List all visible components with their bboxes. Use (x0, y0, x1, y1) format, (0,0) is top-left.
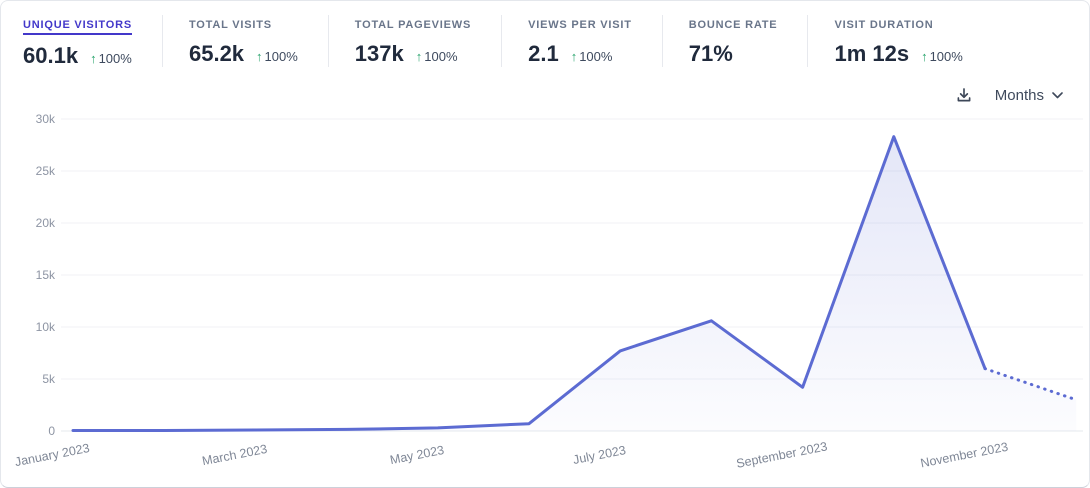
metric-value: 137k (354, 41, 404, 66)
metric-visit-duration[interactable]: VISIT DURATION 1m 12s ↑ 100% (807, 15, 992, 67)
up-arrow-icon: ↑ (415, 49, 423, 64)
metric-label: BOUNCE RATE (688, 19, 778, 31)
download-button[interactable] (955, 86, 973, 104)
svg-text:November 2023: November 2023 (919, 440, 1009, 471)
svg-text:25k: 25k (36, 164, 56, 178)
metric-value: 2.1 (528, 41, 559, 66)
metric-unique-visitors[interactable]: UNIQUE VISITORS 60.1k ↑ 100% (23, 15, 162, 69)
change-percent: 100% (424, 49, 458, 64)
metric-label: UNIQUE VISITORS (23, 19, 132, 35)
metric-total-pageviews[interactable]: TOTAL PAGEVIEWS 137k ↑ 100% (327, 15, 501, 67)
metric-value: 60.1k (23, 43, 79, 68)
chevron-down-icon (1052, 91, 1063, 98)
metric-value: 1m 12s (834, 41, 910, 66)
up-arrow-icon: ↑ (921, 49, 928, 64)
metric-total-visits[interactable]: TOTAL VISITS 65.2k ↑ 100% (161, 15, 328, 67)
svg-text:May 2023: May 2023 (389, 443, 446, 467)
svg-text:July 2023: July 2023 (572, 443, 627, 467)
interval-dropdown[interactable]: Months (995, 87, 1063, 104)
metric-label: VISIT DURATION (834, 19, 934, 31)
change-percent: 100% (264, 49, 298, 64)
svg-text:September 2023: September 2023 (735, 439, 828, 470)
change-percent: 100% (929, 49, 963, 64)
svg-text:5k: 5k (42, 372, 56, 386)
up-arrow-icon: ↑ (90, 51, 97, 66)
up-arrow-icon: ↑ (256, 49, 263, 64)
chart-area: 0 5k 10k 15k 20k 25k 30k January 2023 March 2023… (1, 105, 1089, 488)
chart-toolbar: Months (1, 69, 1089, 105)
svg-text:January 2023: January 2023 (14, 441, 91, 469)
metric-label: TOTAL PAGEVIEWS (354, 19, 472, 31)
metric-value: 65.2k (188, 41, 245, 66)
metric-change: ↑ 100% (256, 49, 298, 64)
download-icon (957, 88, 971, 102)
interval-label: Months (994, 86, 1044, 104)
metric-change: ↑ 100% (571, 49, 613, 64)
svg-text:30k: 30k (36, 112, 56, 126)
metric-change: ↑ 100% (921, 49, 963, 64)
svg-text:15k: 15k (36, 268, 56, 282)
change-percent: 100% (98, 51, 132, 66)
metric-value: 71% (688, 41, 733, 66)
metric-label: TOTAL VISITS (188, 19, 272, 31)
metric-change: ↑ 100% (90, 51, 132, 66)
svg-text:10k: 10k (36, 320, 56, 334)
metric-change: ↑ 100% (416, 49, 458, 64)
top-stats-bar: UNIQUE VISITORS 60.1k ↑ 100% TOTAL VISITS… (1, 1, 1089, 69)
visitors-chart[interactable]: 0 5k 10k 15k 20k 25k 30k January 2023 March 2023… (1, 105, 1089, 488)
svg-text:20k: 20k (36, 216, 56, 230)
up-arrow-icon: ↑ (570, 49, 578, 64)
metric-label: VIEWS PER VISIT (528, 19, 632, 31)
change-percent: 100% (579, 49, 613, 64)
metric-views-per-visit[interactable]: VIEWS PER VISIT 2.1 ↑ 100% (501, 15, 662, 67)
metric-bounce-rate[interactable]: BOUNCE RATE 71% ↑ (661, 15, 808, 67)
svg-text:0: 0 (48, 424, 55, 438)
svg-text:March 2023: March 2023 (201, 442, 269, 468)
